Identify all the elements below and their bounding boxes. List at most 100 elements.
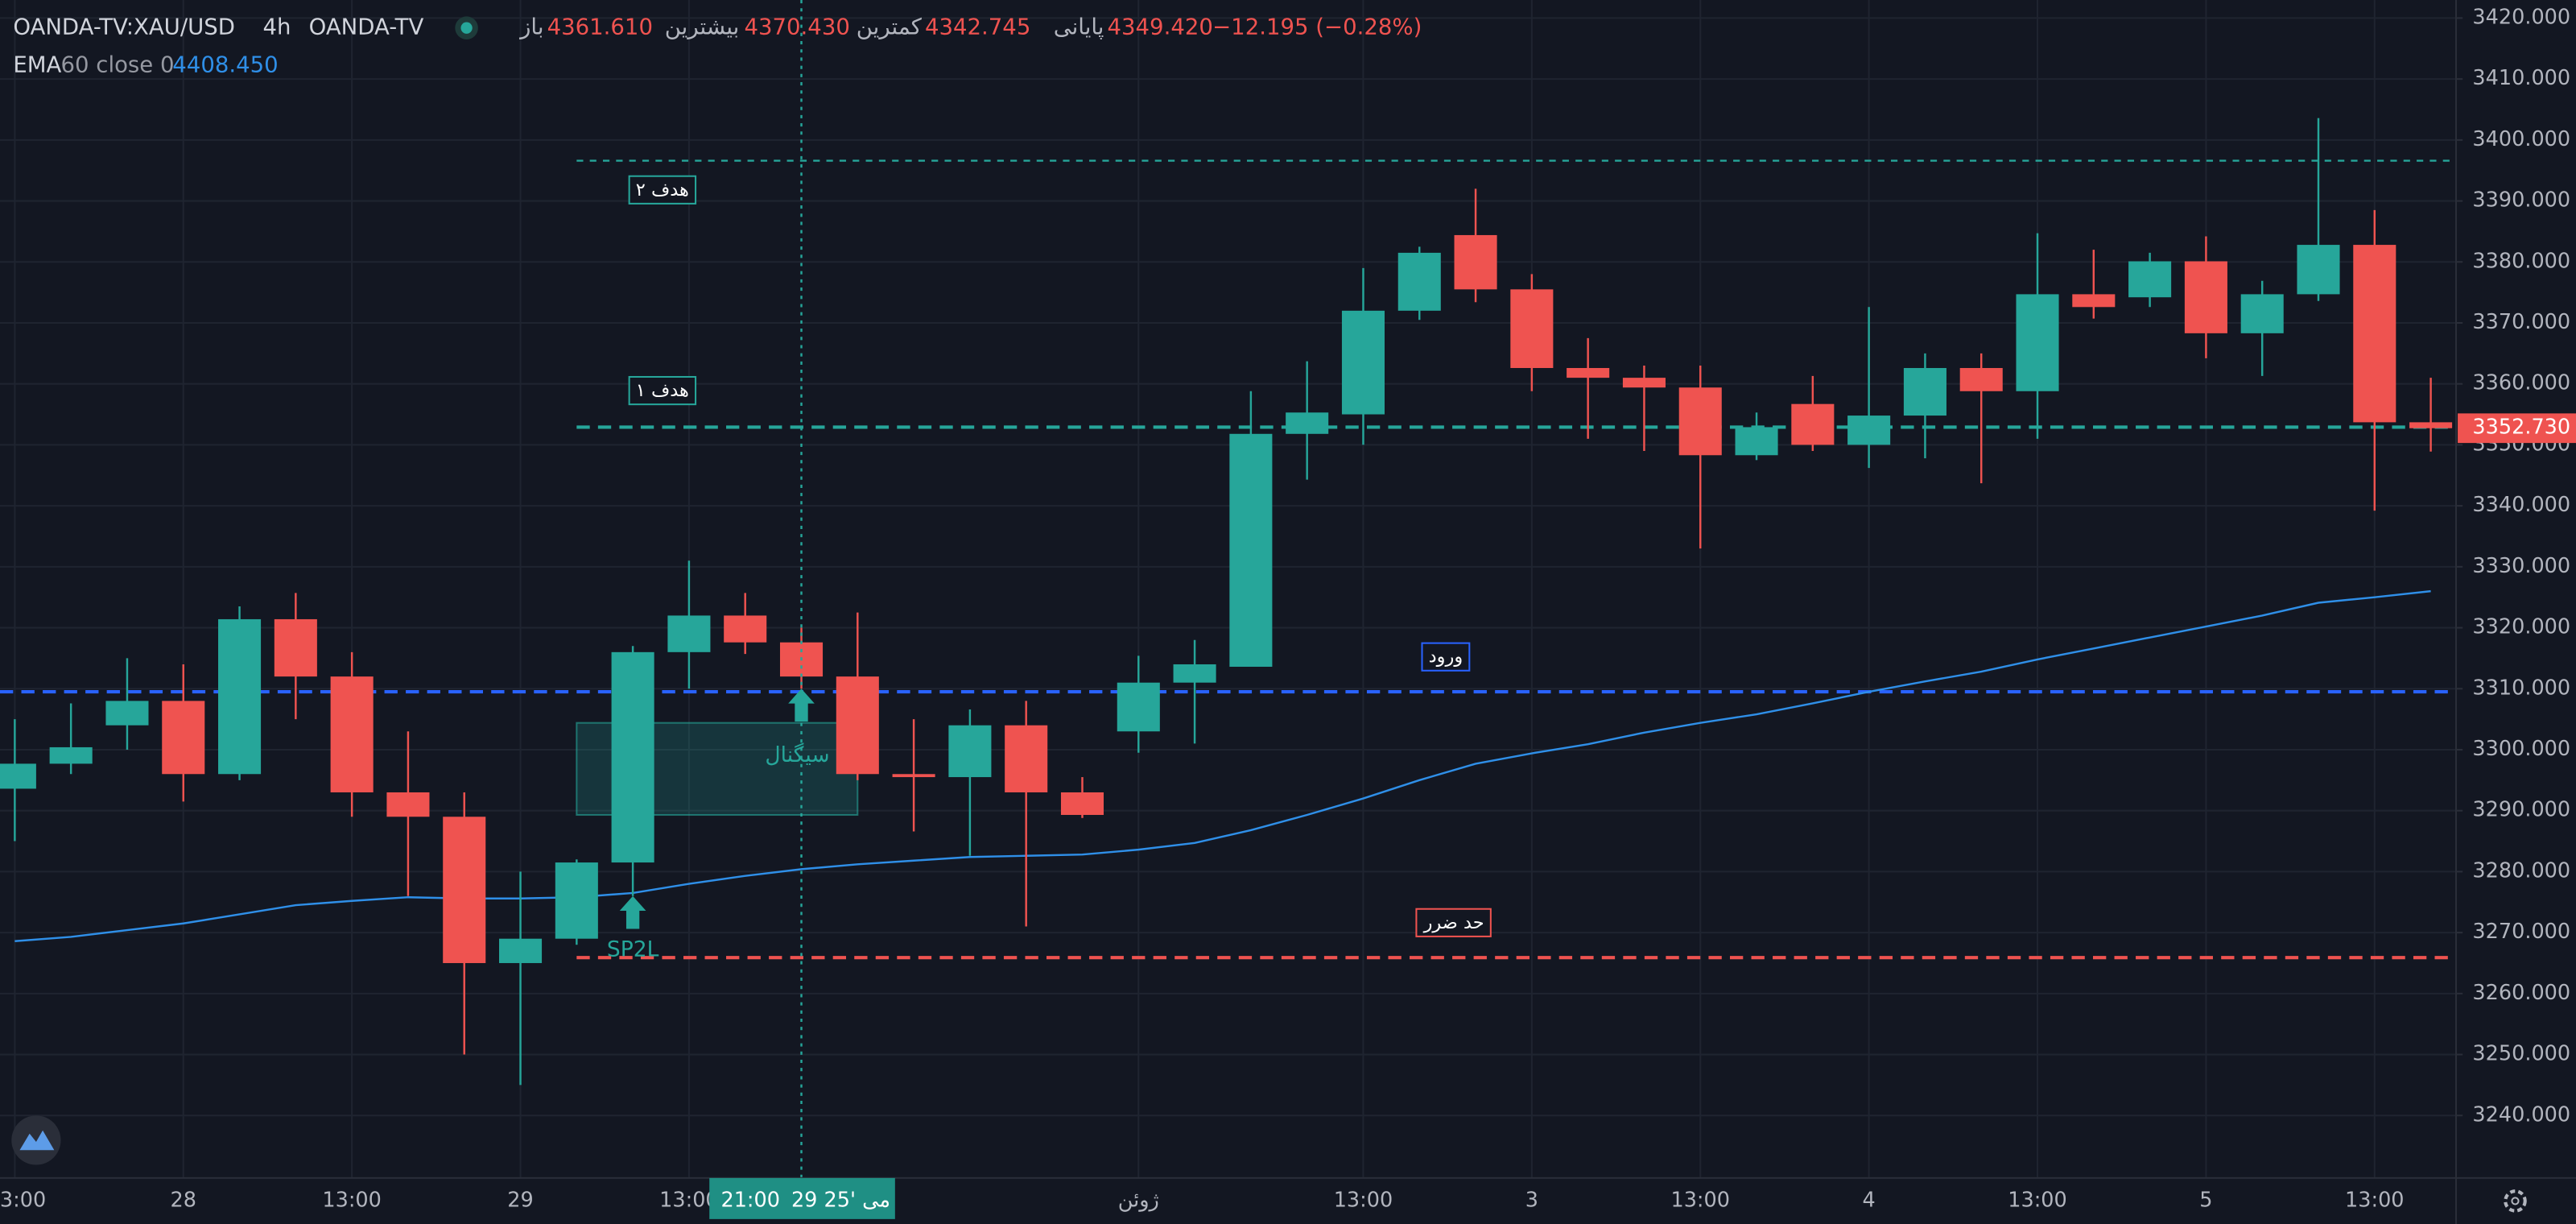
candle-body: [2353, 245, 2396, 423]
candle-body: [2184, 261, 2227, 333]
y-tick-label: 3410.000: [2472, 66, 2570, 90]
candle-body: [1286, 412, 1329, 434]
x-tick-label: 13:00: [659, 1188, 719, 1212]
y-tick-label: 3260.000: [2472, 981, 2570, 1005]
candle-body: [1173, 664, 1216, 683]
x-tick-label: 4: [1863, 1188, 1876, 1212]
status-dot: [460, 22, 473, 34]
x-tick-label: 13:00: [1334, 1188, 1393, 1212]
candle-body: [443, 817, 486, 963]
ema-line: [14, 589, 2431, 942]
x-tick-label: 5: [2199, 1188, 2212, 1212]
y-tick-label: 3250.000: [2472, 1042, 2570, 1066]
last-price-label: 3352.730: [2472, 416, 2570, 440]
candle-body: [1454, 234, 1497, 290]
y-tick-label: 3310.000: [2472, 676, 2570, 700]
x-tick-label: 13:00: [1670, 1188, 1730, 1212]
logo[interactable]: [11, 1115, 61, 1165]
signal-zone-label: سیگنال: [765, 742, 829, 767]
candle-body: [724, 615, 767, 643]
symbol: OANDA-TV:XAU/USD: [13, 14, 235, 40]
candle-body: [948, 725, 992, 778]
x-tick-label: ژوئن: [1118, 1188, 1159, 1212]
signal-marker-label: SP2L: [607, 937, 659, 962]
low-value: 4342.745: [925, 14, 1030, 40]
crosshair-label-box: [709, 1177, 895, 1219]
candle-body: [1847, 416, 1891, 445]
candle-body: [218, 618, 262, 775]
candle-body: [1735, 427, 1778, 456]
y-tick-label: 3300.000: [2472, 737, 2570, 761]
y-tick-label: 3320.000: [2472, 615, 2570, 639]
candle-body: [2016, 294, 2059, 391]
change: −12.195 (−0.28%): [1212, 14, 1422, 40]
level-label: هدف ۲: [636, 180, 689, 201]
high-label: بیشترین: [665, 14, 740, 40]
close-value: 4349.420: [1108, 14, 1213, 40]
plot: سیگنال هدف ۲ هدف ۱ ورود حد ضرر SP2L: [0, 0, 2457, 1178]
y-tick-label: 3390.000: [2472, 188, 2570, 213]
y-tick-label: 3330.000: [2472, 554, 2570, 578]
candle-body: [274, 618, 317, 677]
candle-body: [667, 615, 711, 652]
candle-body: [1622, 378, 1666, 388]
candle-body: [330, 676, 374, 792]
candle-body: [2072, 294, 2116, 308]
y-tick-label: 3360.000: [2472, 371, 2570, 395]
y-tick-label: 3370.000: [2472, 310, 2570, 334]
level-label-box: [628, 175, 697, 205]
signal-arrow: [788, 688, 815, 722]
candle-body: [2297, 245, 2340, 295]
candle-body: [2409, 422, 2453, 428]
candle-body: [555, 862, 598, 939]
candle-body: [1341, 310, 1385, 415]
candle-body: [1791, 403, 1835, 445]
candle-body: [1959, 368, 2003, 391]
candle-body: [2240, 294, 2284, 333]
interval: 4h: [263, 14, 291, 40]
y-tick-label: 3280.000: [2472, 858, 2570, 883]
settings-icon[interactable]: [2504, 1189, 2527, 1213]
open-value: 4361.610: [547, 14, 653, 40]
y-tick-label: 3240.000: [2472, 1102, 2570, 1127]
level-label: ورود: [1429, 647, 1463, 668]
candle-body: [1229, 433, 1273, 668]
signal-arrow: [619, 895, 646, 929]
level-label-box: [1421, 642, 1471, 672]
crosshair-date: 29 می '25: [791, 1188, 890, 1212]
settings[interactable]: [2504, 1189, 2527, 1213]
candle-body: [1117, 682, 1160, 732]
logo-circle[interactable]: [11, 1115, 61, 1165]
ema-value: 4408.450: [172, 52, 278, 78]
candle-body: [1060, 792, 1104, 815]
close-label: پایانی: [1054, 14, 1104, 40]
open-label: باز: [518, 14, 543, 40]
candle-body: [836, 676, 879, 775]
candle-body: [386, 792, 430, 817]
candle-body: [1510, 289, 1554, 369]
x-tick-label: 28: [171, 1188, 196, 1212]
header: OANDA-TV:XAU/USD 4h OANDA-TV باز 4361.61…: [13, 14, 1422, 78]
high-value: 4370.430: [744, 14, 849, 40]
candle-body: [1567, 368, 1610, 378]
level-label: حد ضرر: [1423, 912, 1484, 933]
ema-name: EMA: [13, 52, 61, 78]
candle-body: [2128, 261, 2172, 298]
candle-body: [892, 774, 935, 778]
y-tick-label: 3270.000: [2472, 920, 2570, 944]
last-price-box: [2458, 413, 2576, 444]
y-tick-label: 3420.000: [2472, 5, 2570, 29]
y-tick-label: 3340.000: [2472, 493, 2570, 517]
low-label: کمترین: [857, 14, 923, 40]
settings-center: [2511, 1197, 2520, 1205]
x-tick-label: 3: [1525, 1188, 1538, 1212]
level-label-box: [1415, 908, 1492, 937]
x-tick-label: 13:00: [322, 1188, 382, 1212]
y-tick-label: 3400.000: [2472, 127, 2570, 151]
source: OANDA-TV: [309, 14, 424, 40]
x-tick-label: 13:00: [2008, 1188, 2067, 1212]
y-tick-label: 3380.000: [2472, 249, 2570, 273]
x-tick-label: 29: [507, 1188, 533, 1212]
